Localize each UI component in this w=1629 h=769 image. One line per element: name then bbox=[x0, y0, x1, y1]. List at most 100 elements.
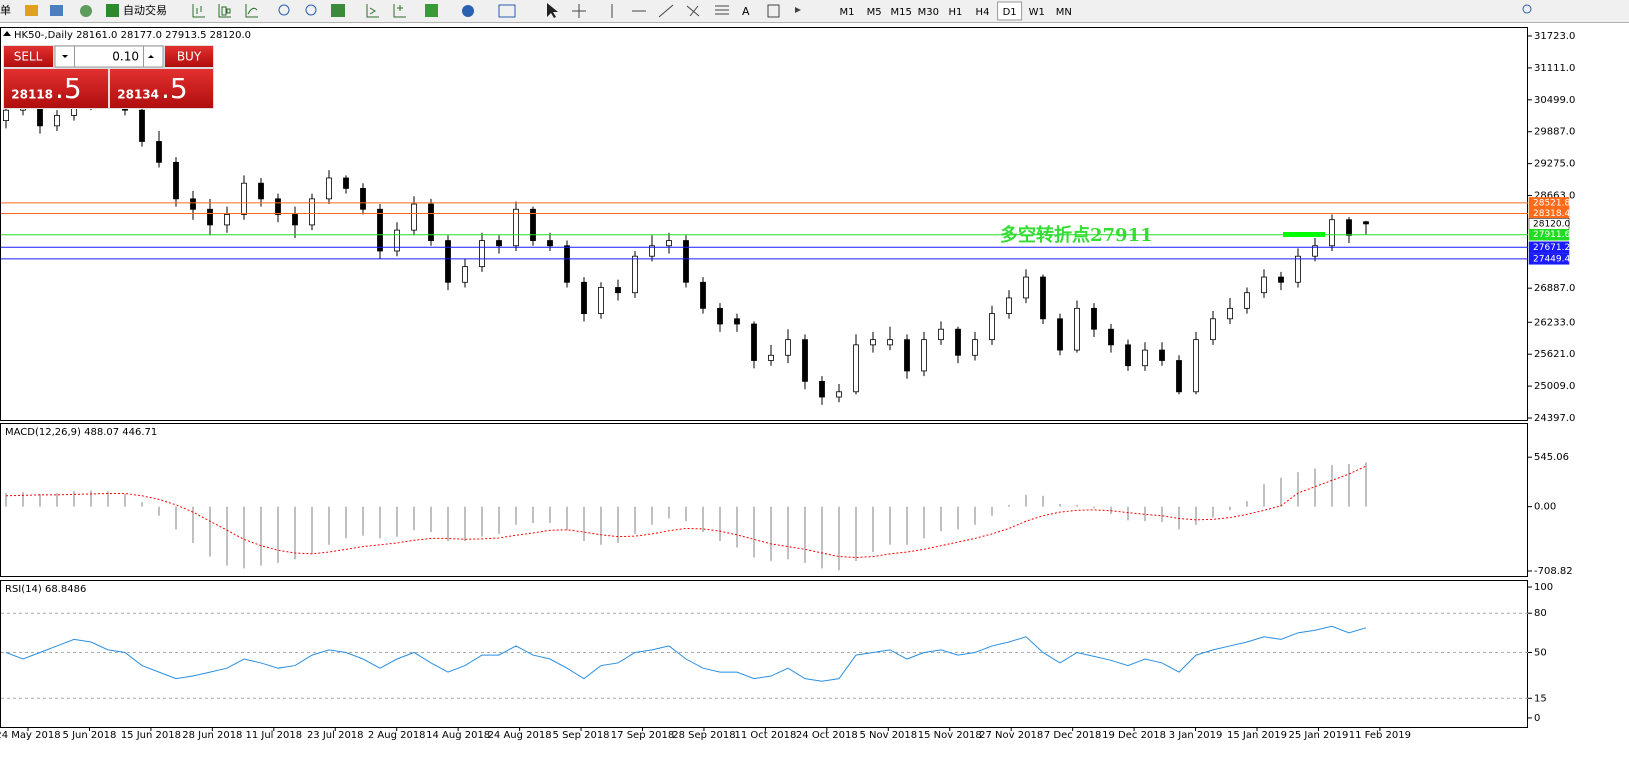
sell-price-box[interactable] bbox=[4, 69, 108, 108]
x-tick-label: 28 Sep 2018 bbox=[672, 730, 735, 741]
candle-body bbox=[615, 287, 621, 294]
candle-body bbox=[1329, 219, 1335, 247]
candle-body bbox=[360, 188, 366, 210]
candle-body bbox=[547, 240, 553, 247]
x-tick-label: 24 Oct 2018 bbox=[796, 730, 858, 741]
y-tick-label: 31111.0 bbox=[1534, 63, 1575, 74]
candle-body bbox=[496, 240, 502, 247]
candle-body bbox=[921, 339, 927, 372]
candle-body bbox=[326, 177, 332, 200]
icon[interactable] bbox=[795, 7, 801, 13]
y-tick-label: 0 bbox=[1534, 713, 1540, 724]
timeframe-button[interactable]: M5 bbox=[867, 7, 882, 18]
icon[interactable] bbox=[192, 4, 205, 18]
icon[interactable] bbox=[1522, 4, 1532, 14]
buy-button[interactable] bbox=[165, 46, 213, 67]
x-tick-label: 14 Aug 2018 bbox=[426, 730, 490, 741]
icon[interactable] bbox=[611, 4, 729, 18]
price-label: 27449.4 bbox=[1533, 254, 1570, 264]
sell-label[interactable]: SELL bbox=[14, 50, 43, 64]
candle-body bbox=[1312, 245, 1318, 257]
icon[interactable] bbox=[331, 4, 345, 17]
timeframe-button[interactable]: D1 bbox=[1003, 7, 1017, 18]
lot-value[interactable]: 0.10 bbox=[112, 50, 139, 64]
candle-body bbox=[649, 245, 655, 257]
timeframe-button[interactable]: M1 bbox=[840, 7, 855, 18]
y-tick-label: 29275.0 bbox=[1534, 159, 1575, 170]
candle-body bbox=[462, 266, 468, 283]
candle-body bbox=[445, 240, 451, 283]
candle-body bbox=[768, 354, 774, 361]
candle-body bbox=[428, 203, 434, 241]
icon[interactable] bbox=[25, 5, 38, 16]
candle-body bbox=[173, 161, 179, 200]
ask-price[interactable]: 28134 bbox=[117, 88, 159, 102]
icon[interactable] bbox=[106, 4, 119, 17]
icon[interactable] bbox=[80, 5, 92, 17]
timeframe-button[interactable]: H1 bbox=[948, 7, 962, 18]
candle-body bbox=[972, 339, 978, 356]
icon[interactable] bbox=[547, 3, 558, 18]
timeframe-button[interactable]: M30 bbox=[918, 7, 939, 18]
candle-body bbox=[1142, 349, 1148, 367]
y-tick-label: 545.06 bbox=[1534, 452, 1569, 463]
icon[interactable]: A bbox=[742, 5, 750, 18]
x-tick-label: 3 Jan 2019 bbox=[1169, 730, 1223, 741]
ask-fraction[interactable]: .5 bbox=[161, 72, 188, 105]
x-tick-label: 15 Jan 2019 bbox=[1227, 730, 1287, 741]
timeframe-button[interactable]: H4 bbox=[976, 7, 990, 18]
icon[interactable] bbox=[50, 5, 63, 16]
collapse-icon[interactable] bbox=[3, 31, 11, 36]
candle-body bbox=[853, 344, 859, 393]
icon[interactable] bbox=[245, 4, 258, 18]
candle-body bbox=[224, 214, 230, 226]
candle-body bbox=[1057, 318, 1063, 351]
candle-body bbox=[581, 281, 587, 314]
timeframe-button[interactable]: M15 bbox=[891, 7, 912, 18]
x-tick-label: 5 Jun 2018 bbox=[63, 730, 117, 741]
timeframe-button[interactable]: MN bbox=[1056, 7, 1072, 18]
bid-fraction[interactable]: .5 bbox=[55, 72, 82, 105]
candle-body bbox=[1108, 328, 1114, 346]
auto-trade-button[interactable]: 自动交易 bbox=[123, 3, 167, 17]
timeframe-active[interactable] bbox=[997, 1, 1023, 21]
x-tick-label: 27 Nov 2018 bbox=[979, 730, 1043, 741]
bid-price[interactable]: 28118 bbox=[11, 88, 53, 102]
candle-body bbox=[751, 323, 757, 361]
timeframe-button[interactable]: W1 bbox=[1029, 7, 1045, 18]
candle-body bbox=[479, 240, 485, 268]
x-tick-label: 7 Dec 2018 bbox=[1044, 730, 1102, 741]
candle-body bbox=[1210, 318, 1216, 341]
candle-body bbox=[819, 380, 825, 398]
candle-body bbox=[887, 339, 893, 346]
candle-body bbox=[1278, 276, 1284, 283]
candle-body bbox=[394, 229, 400, 252]
icon[interactable] bbox=[305, 4, 317, 16]
candle-body bbox=[938, 328, 944, 341]
icon[interactable] bbox=[218, 4, 231, 18]
buy-label[interactable]: BUY bbox=[177, 50, 202, 64]
candle-body bbox=[139, 109, 145, 142]
buy-price-box[interactable] bbox=[110, 69, 213, 108]
candle-body bbox=[1006, 297, 1012, 314]
icon[interactable] bbox=[498, 4, 516, 18]
candle-body bbox=[683, 240, 689, 283]
lot-input[interactable] bbox=[54, 45, 164, 68]
icon[interactable] bbox=[393, 4, 406, 18]
price-label-box bbox=[1528, 253, 1570, 265]
icon[interactable] bbox=[462, 5, 474, 17]
icon[interactable] bbox=[767, 4, 780, 18]
x-tick-label: 11 Jul 2018 bbox=[245, 730, 302, 741]
icon[interactable] bbox=[572, 4, 586, 18]
icon[interactable] bbox=[278, 4, 290, 16]
candle-body bbox=[309, 198, 315, 226]
icon[interactable] bbox=[425, 4, 438, 17]
icon[interactable] bbox=[366, 4, 379, 18]
y-tick-label: 80 bbox=[1534, 608, 1547, 619]
candle-body bbox=[785, 339, 791, 356]
sell-button[interactable] bbox=[4, 46, 53, 67]
x-tick-label: 24 May 2018 bbox=[0, 730, 61, 741]
x-tick-label: 11 Oct 2018 bbox=[734, 730, 796, 741]
rsi-line bbox=[5, 625, 1367, 682]
